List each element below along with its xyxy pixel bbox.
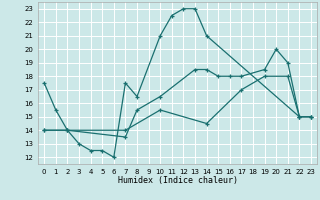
X-axis label: Humidex (Indice chaleur): Humidex (Indice chaleur) [118, 176, 238, 185]
